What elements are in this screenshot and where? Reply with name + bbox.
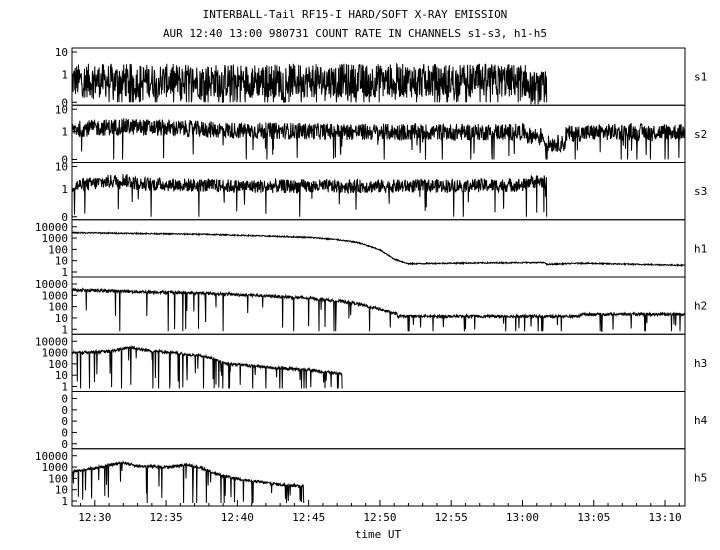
x-tick-label: 12:35 xyxy=(150,511,183,524)
count-rate-line-s2 xyxy=(71,118,686,160)
y-tick-label: 10 xyxy=(55,161,68,174)
y-tick-label: 0 xyxy=(61,96,68,109)
x-tick-label: 13:10 xyxy=(648,511,681,524)
y-tick-label: 10000 xyxy=(35,450,68,463)
y-tick-label: 0 xyxy=(61,415,68,428)
x-axis-label: time UT xyxy=(355,528,402,541)
channel-label: s3 xyxy=(694,185,707,198)
y-tick-label: 10 xyxy=(55,312,68,325)
y-tick-label: 1000 xyxy=(42,232,69,245)
y-tick-label: 0 xyxy=(61,404,68,417)
y-tick-label: 10000 xyxy=(35,335,68,348)
panel-stack: s11010s21010s31010h1100001000100101h2100… xyxy=(35,46,708,508)
count-rate-line-h5 xyxy=(71,459,305,504)
channel-label: h2 xyxy=(694,300,707,313)
y-tick-label: 100 xyxy=(48,243,68,256)
y-tick-label: 10000 xyxy=(35,278,68,291)
panel-frame xyxy=(71,448,686,507)
y-tick-label: 1000 xyxy=(42,461,69,474)
y-tick-label: 100 xyxy=(48,472,68,485)
y-tick-label: 100 xyxy=(48,358,68,371)
channel-label: h1 xyxy=(694,242,707,255)
channel-label: s2 xyxy=(694,128,707,141)
y-tick-label: 10000 xyxy=(35,221,68,234)
y-tick-label: 1 xyxy=(61,126,68,139)
y-tick-label: 0 xyxy=(61,426,68,439)
x-tick-label: 12:30 xyxy=(78,511,111,524)
x-tick-label: 13:00 xyxy=(506,511,539,524)
y-tick-label: 0 xyxy=(61,211,68,224)
x-tick-label: 12:55 xyxy=(435,511,468,524)
y-tick-label: 1000 xyxy=(42,289,69,302)
count-rate-line-h2 xyxy=(71,287,686,332)
y-tick-label: 10 xyxy=(55,103,68,116)
y-tick-label: 10 xyxy=(55,46,68,59)
y-tick-label: 0 xyxy=(61,438,68,451)
chart-subtitle: AUR 12:40 13:00 980731 COUNT RATE IN CHA… xyxy=(163,27,547,40)
time-axis: 12:30 12:35 12:40 12:45 12:50 12:55 13:00 13:05… xyxy=(78,500,682,524)
count-rate-line-h3 xyxy=(71,345,343,389)
y-tick-label: 0 xyxy=(61,393,68,406)
channel-label: h5 xyxy=(694,471,707,484)
y-tick-label: 0 xyxy=(61,154,68,167)
y-tick-label: 1 xyxy=(61,183,68,196)
x-tick-label: 13:05 xyxy=(577,511,610,524)
y-tick-label: 100 xyxy=(48,301,68,314)
channel-label: h4 xyxy=(694,414,708,427)
x-tick-label: 12:50 xyxy=(363,511,396,524)
channel-label: s1 xyxy=(694,71,707,84)
x-tick-label: 12:40 xyxy=(221,511,254,524)
count-rate-line-s3 xyxy=(71,173,548,217)
y-tick-label: 10 xyxy=(55,369,68,382)
y-tick-label: 1 xyxy=(61,495,68,508)
y-tick-label: 1 xyxy=(61,68,68,81)
chart-title: INTERBALL-Tail RF15-I HARD/SOFT X-RAY EM… xyxy=(203,8,508,21)
x-tick-label: 12:45 xyxy=(292,511,325,524)
y-tick-label: 10 xyxy=(55,255,68,268)
count-rate-line-s1 xyxy=(71,62,548,105)
count-rate-line-h1 xyxy=(71,231,685,267)
y-tick-label: 10 xyxy=(55,484,68,497)
y-tick-label: 1000 xyxy=(42,347,69,360)
y-tick-label: 1 xyxy=(61,266,68,279)
channel-label: h3 xyxy=(694,357,707,370)
y-tick-label: 1 xyxy=(61,381,68,394)
y-tick-label: 1 xyxy=(61,323,68,336)
